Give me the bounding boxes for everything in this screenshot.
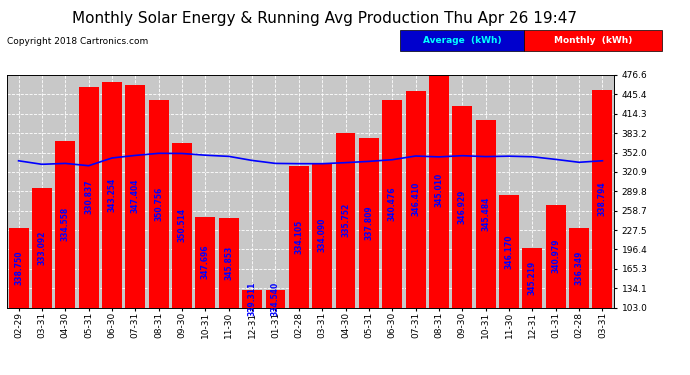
Bar (102, 82, 122, 308)
Text: 337.809: 337.809 (364, 206, 373, 240)
Bar (242, 290, 262, 308)
Text: 339.311: 339.311 (248, 282, 257, 316)
Text: 340.476: 340.476 (388, 186, 397, 221)
Bar (429, 72, 449, 308)
Bar (406, 91, 426, 308)
Bar (79, 87, 99, 308)
Text: 338.794: 338.794 (598, 181, 607, 216)
Text: 334.558: 334.558 (61, 207, 70, 241)
Text: Monthly  (kWh): Monthly (kWh) (554, 36, 633, 45)
Bar (475, 120, 495, 308)
Text: 343.254: 343.254 (108, 178, 117, 212)
Bar (522, 248, 542, 308)
Text: 350.514: 350.514 (177, 208, 186, 242)
Text: 334.090: 334.090 (317, 218, 326, 252)
Bar (382, 100, 402, 308)
Text: Average  (kWh): Average (kWh) (423, 36, 502, 45)
Text: 333.092: 333.092 (37, 231, 46, 265)
Bar (313, 163, 332, 308)
Text: 346.170: 346.170 (504, 234, 513, 269)
Text: Monthly Solar Energy & Running Avg Production Thu Apr 26 19:47: Monthly Solar Energy & Running Avg Produ… (72, 11, 577, 26)
Bar (569, 228, 589, 308)
Text: 345.219: 345.219 (528, 261, 537, 295)
Text: 330.837: 330.837 (84, 180, 93, 214)
Bar (359, 138, 379, 308)
Text: 345.484: 345.484 (481, 196, 490, 231)
Bar (219, 218, 239, 308)
Text: 345.853: 345.853 (224, 246, 233, 280)
Bar (593, 90, 612, 308)
Text: 335.752: 335.752 (341, 203, 350, 237)
Bar (149, 100, 168, 308)
Text: 347.404: 347.404 (131, 179, 140, 213)
Bar (9, 228, 28, 308)
Bar (32, 188, 52, 308)
Bar (499, 195, 519, 308)
Text: 340.979: 340.979 (551, 239, 560, 273)
Text: Copyright 2018 Cartronics.com: Copyright 2018 Cartronics.com (7, 38, 148, 46)
Bar (55, 141, 75, 308)
Text: 334.540: 334.540 (271, 282, 280, 316)
Text: 338.750: 338.750 (14, 251, 23, 285)
Bar (126, 85, 146, 308)
Bar (289, 166, 308, 308)
Text: 346.929: 346.929 (457, 190, 467, 224)
Bar (453, 106, 472, 308)
Bar (195, 217, 215, 308)
Text: 336.349: 336.349 (575, 251, 584, 285)
Text: 345.010: 345.010 (435, 173, 444, 207)
Text: 334.105: 334.105 (295, 220, 304, 254)
Text: 346.410: 346.410 (411, 182, 420, 216)
Bar (335, 133, 355, 308)
Text: 350.756: 350.756 (154, 187, 164, 221)
Bar (546, 205, 566, 308)
Bar (172, 143, 192, 308)
Bar (266, 290, 286, 308)
Text: 347.696: 347.696 (201, 245, 210, 279)
